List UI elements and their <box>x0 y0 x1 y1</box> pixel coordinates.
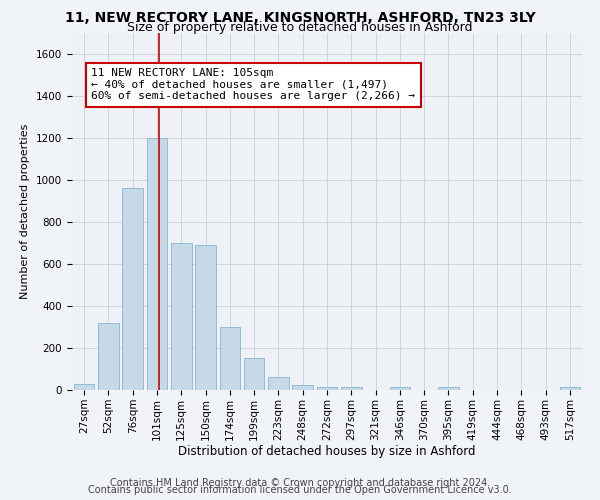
Bar <box>268 378 289 390</box>
Bar <box>317 387 337 390</box>
Y-axis label: Number of detached properties: Number of detached properties <box>20 124 31 299</box>
Bar <box>146 138 167 390</box>
Bar <box>341 387 362 390</box>
Text: Contains public sector information licensed under the Open Government Licence v3: Contains public sector information licen… <box>88 485 512 495</box>
Text: 11, NEW RECTORY LANE, KINGSNORTH, ASHFORD, TN23 3LY: 11, NEW RECTORY LANE, KINGSNORTH, ASHFOR… <box>65 11 535 25</box>
X-axis label: Distribution of detached houses by size in Ashford: Distribution of detached houses by size … <box>178 446 476 458</box>
Bar <box>292 384 313 390</box>
Text: 11 NEW RECTORY LANE: 105sqm
← 40% of detached houses are smaller (1,497)
60% of : 11 NEW RECTORY LANE: 105sqm ← 40% of det… <box>91 68 415 102</box>
Bar <box>244 358 265 390</box>
Bar <box>98 322 119 390</box>
Bar <box>171 243 191 390</box>
Bar <box>220 327 240 390</box>
Bar <box>122 188 143 390</box>
Bar <box>438 387 459 390</box>
Bar <box>74 384 94 390</box>
Bar <box>389 387 410 390</box>
Text: Size of property relative to detached houses in Ashford: Size of property relative to detached ho… <box>127 21 473 34</box>
Text: Contains HM Land Registry data © Crown copyright and database right 2024.: Contains HM Land Registry data © Crown c… <box>110 478 490 488</box>
Bar <box>560 387 580 390</box>
Bar <box>195 245 216 390</box>
